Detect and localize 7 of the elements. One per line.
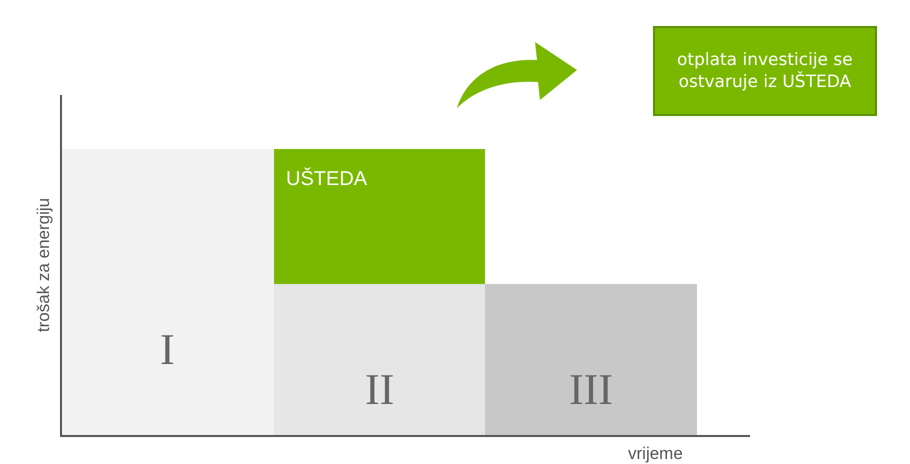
x-tick-label: III	[569, 365, 613, 414]
x-axis-title: vrijeme	[628, 444, 683, 463]
x-tick-label: I	[160, 325, 175, 374]
x-tick-label: II	[365, 365, 394, 414]
y-axis-title: trošak za energiju	[34, 198, 54, 332]
text: otplata investicije se ostvaruje iz UŠTEDA	[677, 50, 853, 92]
series-label: UŠTEDA	[286, 167, 368, 190]
